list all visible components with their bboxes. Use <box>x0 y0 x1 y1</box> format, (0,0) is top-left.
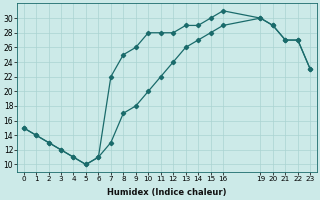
X-axis label: Humidex (Indice chaleur): Humidex (Indice chaleur) <box>107 188 227 197</box>
